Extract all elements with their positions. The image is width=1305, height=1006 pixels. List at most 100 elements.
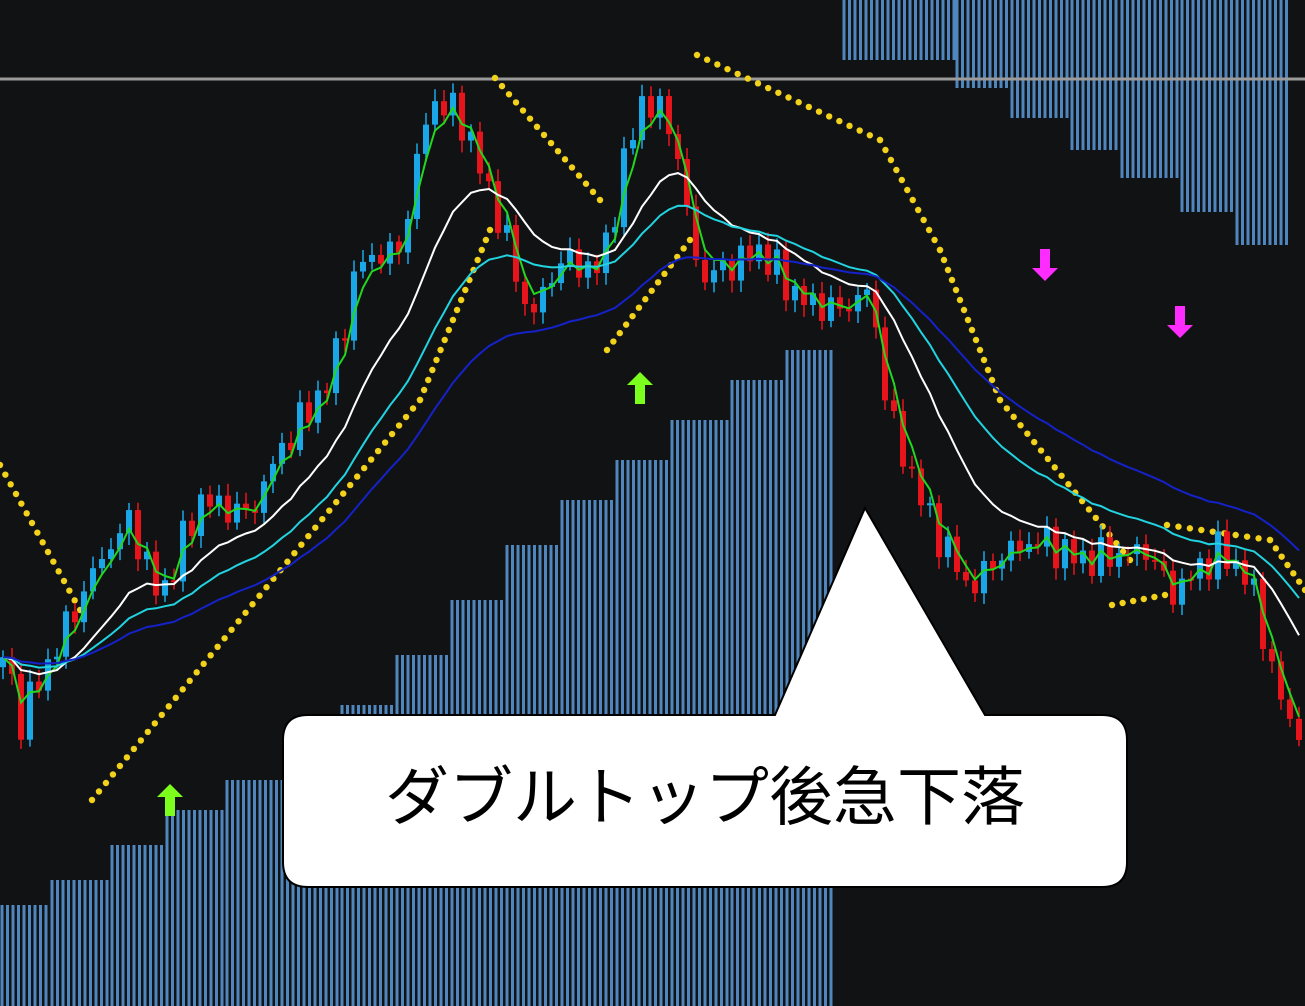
candle-body	[774, 249, 780, 275]
sar-dot	[1290, 570, 1297, 577]
sar-dot	[416, 396, 424, 404]
candle-body	[1233, 560, 1239, 569]
sar-dot	[457, 296, 465, 304]
candle-body	[432, 101, 438, 125]
sar-dot	[1272, 545, 1280, 552]
candle-body	[378, 254, 384, 264]
sar-dot	[333, 498, 340, 506]
sar-dot	[1085, 506, 1093, 513]
candle-body	[927, 503, 933, 506]
sar-dot	[1175, 523, 1182, 530]
candle-body	[225, 495, 231, 523]
sar-dot	[1078, 497, 1086, 505]
buy-arrow	[627, 372, 653, 404]
callout: ダブルトップ後急下落	[282, 505, 1128, 888]
sar-dot	[825, 113, 833, 120]
sar-dot	[441, 336, 448, 344]
sar-dot	[326, 507, 333, 514]
sar-dot	[207, 652, 214, 659]
sar-dot	[34, 529, 41, 536]
candle-body	[630, 140, 636, 149]
candle-body	[1278, 661, 1284, 700]
candle-body	[351, 271, 357, 341]
sar-dot	[533, 123, 541, 130]
sar-dot	[724, 65, 731, 73]
sar-dot	[976, 346, 984, 354]
candle-body	[495, 181, 501, 233]
candle-body	[162, 580, 168, 596]
candle-body	[153, 551, 159, 596]
candle-body	[1098, 537, 1104, 576]
sar-dot	[340, 490, 347, 497]
sar-dot	[60, 577, 68, 585]
sar-dot	[960, 306, 968, 314]
sar-dot	[429, 366, 436, 374]
sar-dot	[519, 107, 527, 114]
sar-dot	[1113, 539, 1120, 547]
sar-dot	[996, 396, 1004, 404]
callout-text: ダブルトップ後急下落	[385, 762, 1025, 836]
sar-dot	[478, 246, 485, 254]
sar-dot	[904, 186, 911, 194]
sar-dot	[284, 558, 291, 565]
sar-dot	[693, 51, 701, 59]
sar-dot	[420, 386, 428, 394]
sar-dot	[846, 122, 853, 130]
sar-dot	[931, 236, 938, 244]
sar-dot	[836, 117, 843, 125]
sar-dot	[561, 156, 569, 163]
sar-dot	[214, 643, 221, 651]
sar-dot	[589, 188, 597, 196]
candle-body	[1107, 537, 1113, 567]
sar-dot	[1119, 599, 1126, 607]
candle-body	[648, 96, 654, 118]
sar-dot	[785, 94, 792, 101]
sar-dot	[635, 304, 643, 311]
sar-dot	[547, 139, 555, 147]
sar-dot	[491, 74, 499, 82]
sar-dot	[714, 61, 721, 68]
candle-body	[585, 261, 591, 278]
candle-body	[891, 400, 897, 411]
candle-body	[747, 245, 753, 262]
candle-body	[189, 520, 195, 536]
candle-body	[945, 536, 951, 558]
candle-body	[702, 259, 708, 283]
candle-body	[441, 101, 447, 116]
sar-dot	[582, 180, 590, 187]
sar-dot	[23, 510, 30, 517]
sar-dot	[914, 206, 922, 214]
candle-body	[243, 503, 249, 510]
candle-body	[306, 402, 312, 423]
sar-dot	[1140, 595, 1148, 603]
sar-dot	[151, 720, 159, 727]
candle-body	[684, 159, 690, 207]
sar-dot	[1151, 593, 1158, 601]
sar-dot	[347, 481, 354, 489]
parabolic-sar-dots	[0, 51, 1305, 804]
sar-dot	[158, 711, 165, 719]
sar-dot	[462, 286, 469, 294]
sar-dot	[312, 524, 319, 531]
candle-body	[207, 494, 213, 507]
candle-body	[81, 591, 87, 623]
sar-dot	[661, 270, 668, 278]
sar-dot	[179, 686, 186, 693]
candle-body	[396, 241, 402, 253]
sar-dot	[805, 103, 813, 111]
candle-body	[90, 568, 96, 592]
sar-dot	[2, 471, 9, 478]
sar-dot	[526, 115, 534, 122]
sar-dot	[876, 136, 884, 144]
sar-dot	[936, 246, 944, 254]
candle-body	[558, 263, 564, 284]
candle-body	[36, 681, 42, 691]
sar-dot	[1295, 578, 1303, 585]
sar-dot	[984, 366, 992, 374]
sar-dot	[856, 127, 863, 134]
sar-dot	[686, 236, 694, 244]
candle-body	[198, 494, 204, 536]
candle-body	[936, 503, 942, 558]
